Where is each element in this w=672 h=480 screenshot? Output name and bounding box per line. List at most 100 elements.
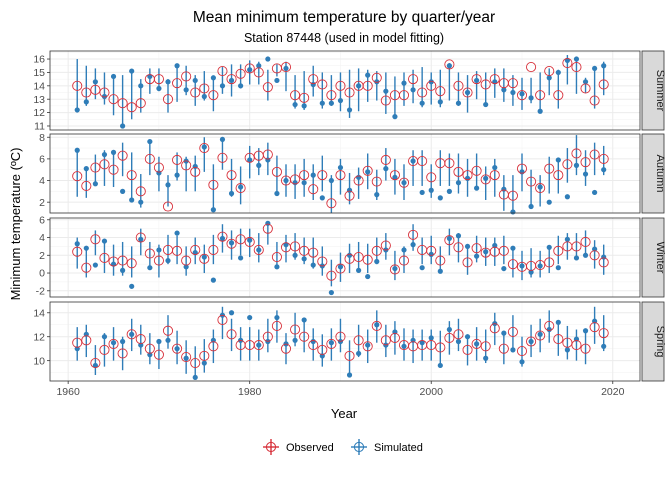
observed-point: [480, 174, 491, 185]
simulated-point: [464, 89, 471, 96]
observed-point: [562, 159, 573, 170]
observed-point: [489, 323, 500, 334]
observed-point: [135, 232, 146, 243]
observed-point: [253, 67, 264, 78]
observed-point: [226, 329, 237, 340]
simulated-point: [83, 245, 89, 251]
observed-point: [126, 258, 137, 269]
observed-point: [326, 90, 337, 101]
observed-point: [326, 338, 337, 349]
y-tick-label: 12: [33, 107, 45, 119]
observed-point: [408, 229, 419, 240]
observed-point: [317, 344, 328, 355]
simulated-point: [537, 108, 543, 114]
observed-point: [317, 256, 328, 267]
observed-point: [126, 170, 137, 181]
simulated-point: [337, 97, 344, 104]
observed-point: [153, 349, 164, 360]
observed-point: [553, 90, 564, 101]
panel-border: [49, 301, 641, 382]
simulated-point: [374, 322, 380, 328]
simulated-point: [573, 255, 580, 261]
observed-point: [199, 253, 210, 264]
simulated-point: [528, 338, 534, 345]
observed-point: [90, 234, 101, 245]
observed-point: [435, 255, 446, 266]
observed-point: [344, 87, 355, 98]
observed-point: [553, 170, 564, 181]
observed-point: [516, 163, 528, 174]
simulated-point: [129, 197, 135, 203]
observed-point: [471, 338, 482, 349]
observed-point: [190, 166, 201, 177]
observed-point: [172, 343, 183, 354]
y-tick-label: 4: [39, 175, 45, 187]
y-tick-label: 14: [33, 80, 45, 92]
simulated-point: [110, 149, 117, 155]
simulated-point: [582, 252, 589, 258]
simulated-point: [464, 334, 471, 340]
simulated-point: [419, 265, 425, 271]
simulated-point: [256, 63, 262, 69]
simulated-point: [165, 337, 171, 343]
observed-point: [181, 352, 192, 363]
observed-point: [144, 153, 155, 164]
observed-point: [507, 78, 518, 89]
panel-border: [49, 50, 641, 131]
observed-point: [362, 80, 373, 91]
simulated-point: [228, 240, 235, 246]
observed-point: [199, 83, 210, 94]
observed-point: [353, 335, 364, 346]
observed-point: [435, 342, 446, 353]
observed-point: [489, 170, 500, 181]
simulated-point: [510, 245, 516, 251]
observed-point: [280, 62, 292, 73]
observed-point: [371, 176, 382, 187]
panel-border: [49, 217, 641, 298]
observed-point: [271, 166, 282, 177]
observed-point: [417, 87, 428, 98]
simulated-point: [419, 340, 425, 346]
simulated-point: [392, 174, 398, 180]
simulated-point: [365, 72, 371, 78]
observed-point: [589, 322, 600, 333]
simulated-point: [356, 83, 362, 89]
facet-panels: 111213141516Summer2468Autumn-20246Winter…: [33, 50, 666, 382]
observed-point: [335, 170, 346, 181]
observed-point: [190, 87, 201, 98]
facet-strip: [641, 133, 665, 214]
facet-strip: [641, 301, 665, 382]
observed-point: [571, 241, 582, 252]
simulated-point: [319, 100, 325, 106]
simulated-point: [183, 87, 189, 93]
simulated-point: [555, 69, 561, 76]
observed-point: [471, 74, 482, 85]
y-tick-label: 11: [34, 121, 45, 133]
simulated-point: [428, 79, 434, 85]
simulated-point: [256, 342, 262, 348]
observed-point: [489, 74, 500, 85]
observed-point: [580, 83, 591, 94]
simulated-point: [573, 56, 580, 62]
facet-strip-label: Autumn: [654, 155, 666, 193]
simulated-point: [174, 172, 180, 178]
simulated-point: [528, 269, 534, 275]
observed-point: [326, 270, 337, 281]
observed-point: [544, 163, 555, 174]
observed-point: [580, 343, 591, 354]
observed-point: [535, 259, 546, 271]
simulated-point: [274, 314, 280, 321]
observed-point: [344, 190, 355, 201]
legend-label-observed: Observed: [286, 442, 334, 454]
observed-point: [453, 329, 464, 340]
simulated-point: [301, 180, 307, 186]
x-axis-title: Year: [331, 406, 358, 421]
simulated-point: [120, 267, 126, 273]
observed-point: [299, 92, 310, 103]
observed-point: [217, 66, 228, 77]
simulated-point: [74, 241, 80, 247]
simulated-point: [156, 247, 162, 253]
observed-point: [380, 335, 391, 346]
observed-point: [562, 58, 573, 69]
observed-point: [144, 343, 155, 354]
